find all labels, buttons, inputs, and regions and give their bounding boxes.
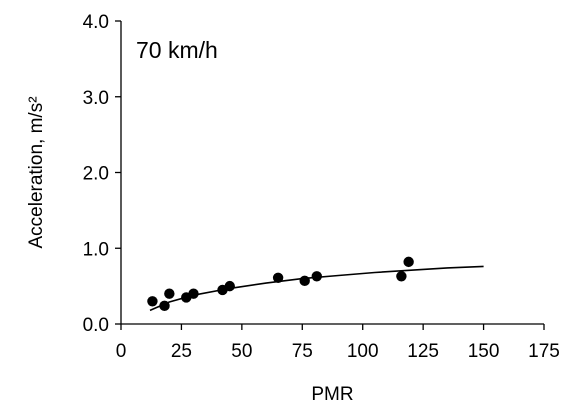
x-tick-label: 0	[116, 341, 127, 362]
data-point	[147, 296, 158, 307]
data-point	[188, 288, 199, 299]
y-axis-title: Acceleration, m/s²	[26, 96, 47, 248]
x-axis-title: PMR	[311, 384, 353, 405]
chart-annotation: 70 km/h	[136, 37, 218, 63]
x-tick-label: 150	[468, 341, 500, 362]
y-tick-label: 1.0	[83, 239, 109, 260]
data-point	[272, 272, 284, 283]
y-tick-label: 0.0	[83, 315, 109, 336]
x-ticks: 0 25 50 75 100 125 150 175	[116, 324, 560, 362]
marks	[147, 256, 484, 312]
data-point	[159, 300, 170, 312]
data-point	[164, 288, 175, 299]
data-point	[396, 271, 407, 282]
y-tick-label: 3.0	[83, 88, 109, 109]
x-tick-label: 125	[407, 341, 439, 362]
y-tick-label: 4.0	[83, 12, 109, 33]
x-tick-label: 50	[231, 341, 252, 362]
x-tick-label: 100	[347, 341, 379, 362]
x-tick-label: 25	[171, 341, 192, 362]
x-tick-label: 75	[292, 341, 313, 362]
y-tick-label: 2.0	[83, 164, 109, 185]
y-ticks: 0.0 1.0 2.0 3.0 4.0	[83, 12, 121, 336]
data-point	[403, 256, 414, 268]
data-point	[311, 271, 322, 282]
data-point	[224, 280, 235, 292]
data-point	[299, 275, 310, 287]
x-tick-label: 175	[528, 341, 560, 362]
